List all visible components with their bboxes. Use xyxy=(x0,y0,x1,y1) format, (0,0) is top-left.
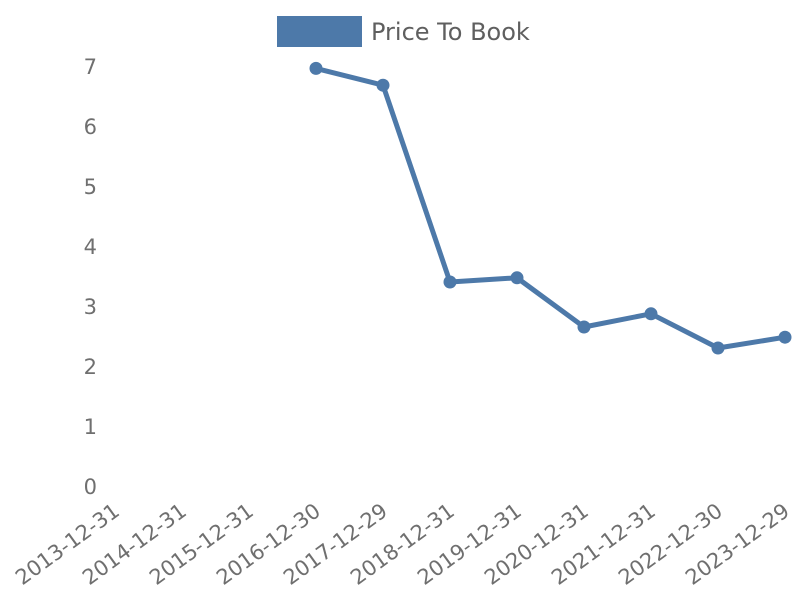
data-point-marker[interactable] xyxy=(376,78,390,92)
y-axis-tick-label: 0 xyxy=(84,475,97,499)
data-point-marker[interactable] xyxy=(778,330,792,344)
y-axis-tick-label: 7 xyxy=(84,55,97,79)
line-series xyxy=(313,65,788,351)
y-axis-tick-label: 5 xyxy=(84,175,97,199)
data-point-marker[interactable] xyxy=(443,275,457,289)
data-point-marker[interactable] xyxy=(309,61,323,75)
y-axis-tick-label: 4 xyxy=(84,235,97,259)
legend-swatch-icon xyxy=(277,16,362,47)
data-point-marker[interactable] xyxy=(711,341,725,355)
y-axis-tick-label: 1 xyxy=(84,415,97,439)
y-axis-tick-label: 6 xyxy=(84,115,97,139)
data-point-marker[interactable] xyxy=(644,307,658,321)
y-axis-tick-label: 2 xyxy=(84,355,97,379)
data-point-marker[interactable] xyxy=(577,320,591,334)
y-axis-tick-label: 3 xyxy=(84,295,97,319)
data-point-marker[interactable] xyxy=(510,271,524,285)
legend-item-price-to-book[interactable]: Price To Book xyxy=(277,15,530,48)
legend-label: Price To Book xyxy=(371,17,530,46)
